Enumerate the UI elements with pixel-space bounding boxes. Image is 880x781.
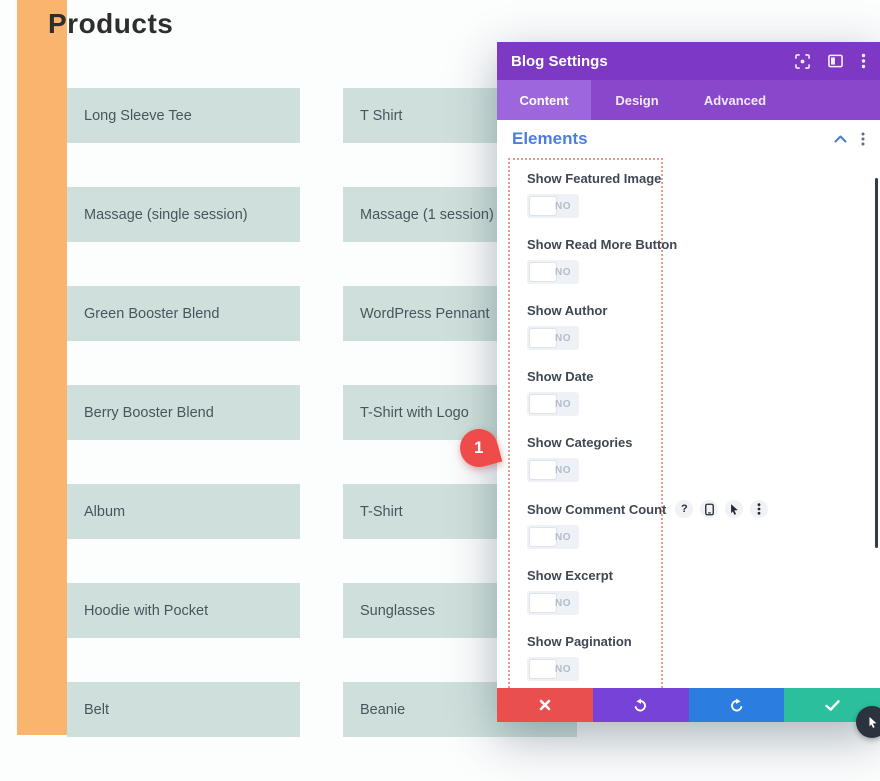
elements-section-header[interactable]: Elements [497,120,880,158]
product-item[interactable]: Long Sleeve Tee [67,88,300,143]
undo-icon [634,698,647,711]
toggle-switch[interactable]: NO [527,458,579,482]
toggle-label: Show Pagination [527,634,632,649]
tab-content[interactable]: Content [497,80,591,120]
toggle-knob[interactable] [529,394,557,414]
decorative-orange-bar [17,0,67,735]
toggle-label: Show Excerpt [527,568,613,583]
close-icon [539,699,551,711]
toggle-switch[interactable]: NO [527,657,579,681]
modal-content: Elements Show Featured Image [497,120,880,704]
toggle-knob[interactable] [529,262,557,282]
toggle-state: NO [555,398,571,410]
annotation-marker-label: 1 [474,438,484,457]
toggle-label: Show Comment Count [527,501,667,517]
chevron-up-icon[interactable] [834,135,847,143]
tab-advanced[interactable]: Advanced [703,92,767,108]
toggle-item: Show Comment Count ? [527,500,769,549]
toggle-item: Show Author NO [527,302,661,350]
undo-button[interactable] [592,688,689,722]
redo-button[interactable] [688,688,785,722]
viewfinder-icon[interactable] [795,53,810,69]
section-kebab-icon[interactable] [861,132,865,146]
cursor-icon [868,716,876,728]
toggle-label: Show Date [527,369,594,384]
mobile-icon[interactable] [700,500,719,518]
tab-design[interactable]: Design [615,92,659,108]
toggle-label: Show Read More Button [527,237,678,252]
toggle-knob[interactable] [529,460,557,480]
toggle-item: Show Categories NO [527,434,661,482]
blog-settings-modal: Blog Settings Content Design Advanced El… [497,42,880,722]
product-row: Long Sleeve Tee T Shirt [67,88,577,143]
toggle-item: Show Date NO [527,368,661,416]
toggle-item: Show Read More Button NO [527,236,677,284]
page-settings-button[interactable] [856,706,880,738]
toggle-item: Show Pagination NO [527,633,661,681]
kebab-icon[interactable] [750,500,769,518]
toggle-state: NO [555,597,571,609]
product-item[interactable]: Album [67,484,300,539]
toggle-label: Show Categories [527,435,633,450]
toggle-knob[interactable] [529,196,557,216]
toggle-label: Show Author [527,303,608,318]
product-item[interactable]: Berry Booster Blend [67,385,300,440]
product-item[interactable]: Belt [67,682,300,737]
toggle-state: NO [555,332,571,344]
toggle-switch[interactable]: NO [527,326,579,350]
check-icon [824,699,840,711]
toggle-item: Show Featured Image NO [527,170,661,218]
toggle-switch[interactable]: NO [527,392,579,416]
modal-header: Blog Settings [497,42,880,80]
modal-tabs: Content Design Advanced [497,80,880,120]
product-item[interactable]: Green Booster Blend [67,286,300,341]
redo-icon [730,698,743,711]
toggle-switch[interactable]: NO [527,525,579,549]
toggle-state: NO [555,266,571,278]
elements-section-icons [834,132,865,146]
modal-scrollbar[interactable] [875,178,878,548]
toggle-switch[interactable]: NO [527,260,579,284]
toggle-state: NO [555,464,571,476]
modal-header-icons [795,53,866,69]
split-view-icon[interactable] [828,54,843,68]
option-hover-icons: ? [675,500,769,518]
toggle-switch[interactable]: NO [527,194,579,218]
toggle-state: NO [555,531,571,543]
modal-footer [497,688,880,722]
toggle-knob[interactable] [529,659,557,679]
toggle-label: Show Featured Image [527,171,662,186]
discard-button[interactable] [497,688,593,722]
cursor-icon[interactable] [725,500,744,518]
toggle-knob[interactable] [529,527,557,547]
help-icon[interactable]: ? [675,500,694,518]
product-item[interactable]: Hoodie with Pocket [67,583,300,638]
toggle-state: NO [555,200,571,212]
modal-title: Blog Settings [511,52,608,70]
elements-section-title: Elements [512,129,588,148]
toggle-state: NO [555,663,571,675]
toggle-item: Show Excerpt NO [527,567,661,615]
page-title: Products [48,8,174,39]
elements-toggle-group: Show Featured Image NO Show Read More Bu… [508,158,769,704]
toggle-knob[interactable] [529,328,557,348]
toggle-switch[interactable]: NO [527,591,579,615]
toggle-knob[interactable] [529,593,557,613]
more-options-icon[interactable] [861,53,866,69]
product-item[interactable]: Massage (single session) [67,187,300,242]
